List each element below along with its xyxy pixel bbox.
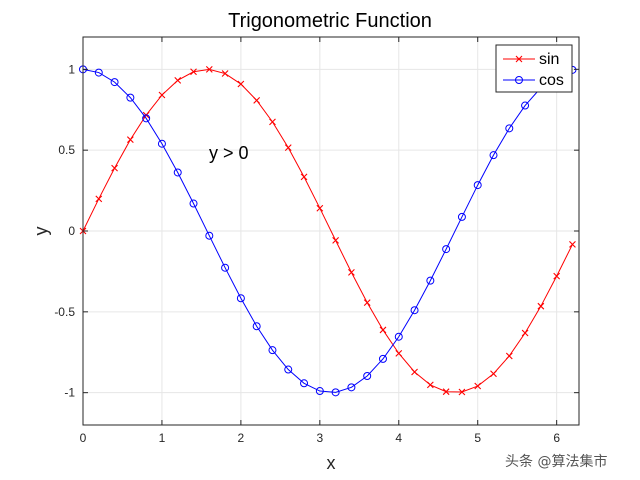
data-point-cos: [221, 263, 230, 272]
data-point-sin: [569, 241, 576, 248]
data-point-sin: [284, 144, 292, 151]
legend-marker-sin: [515, 55, 523, 63]
data-point-sin: [442, 388, 450, 396]
data-point-cos: [457, 212, 466, 221]
x-tick-label: 2: [238, 431, 245, 445]
series-line-cos: [82, 68, 573, 393]
data-point-sin: [269, 118, 276, 126]
data-point-sin: [300, 173, 308, 181]
data-point-sin: [537, 302, 545, 310]
data-point-sin: [348, 268, 355, 276]
data-point-sin: [553, 272, 561, 280]
legend-label-cos: cos: [539, 72, 564, 89]
x-tick-label: 1: [159, 431, 166, 445]
data-point-cos: [142, 114, 151, 123]
data-point-cos: [473, 181, 482, 190]
data-point-sin: [95, 195, 103, 203]
data-point-cos: [189, 199, 198, 208]
data-point-cos: [331, 388, 340, 397]
annotation-text: y > 0: [209, 143, 249, 163]
data-point-sin: [474, 382, 482, 390]
y-tick-label: 0.5: [58, 143, 75, 157]
data-point-cos: [300, 379, 309, 388]
data-point-sin: [505, 352, 513, 360]
y-axis-label: y: [31, 227, 51, 236]
data-point-sin: [426, 381, 434, 389]
data-point-cos: [110, 78, 119, 87]
legend-box: [495, 44, 573, 93]
legend-entry-sin: sin: [503, 51, 559, 68]
data-point-cos: [173, 168, 182, 177]
data-point-cos: [315, 387, 324, 396]
data-point-cos: [236, 294, 245, 303]
x-axis-label: x: [327, 453, 336, 473]
data-point-cos: [126, 93, 135, 102]
x-tick-label: 3: [316, 431, 323, 445]
data-point-cos: [284, 365, 293, 374]
legend-entry-cos: cos: [503, 72, 564, 89]
data-point-cos: [521, 101, 530, 110]
data-point-cos: [426, 276, 435, 285]
data-point-sin: [253, 96, 261, 104]
data-point-sin: [221, 70, 229, 77]
data-point-sin: [111, 164, 118, 172]
data-point-sin: [126, 136, 134, 144]
y-tick-label: -1: [64, 386, 75, 400]
data-point-sin: [174, 76, 182, 84]
data-point-cos: [252, 322, 261, 331]
data-point-sin: [363, 299, 371, 307]
ticks: 0 1 2 3 4 5 6 -1 -0.5 0 0.5 1: [54, 37, 579, 445]
watermark-text: 头条 @算法集市: [505, 453, 607, 470]
chart-title: Trigonometric Function: [228, 10, 432, 32]
x-tick-label: 4: [395, 431, 402, 445]
data-point-sin: [458, 388, 466, 396]
data-point-cos: [157, 139, 166, 148]
data-point-sin: [316, 204, 324, 212]
data-point-cos: [363, 372, 372, 381]
data-point-cos: [489, 151, 498, 160]
legend: sin cos: [495, 44, 573, 93]
y-tick-label: 1: [68, 62, 75, 76]
data-point-sin: [411, 368, 418, 376]
x-tick-label: 6: [553, 431, 560, 445]
data-point-sin: [332, 236, 340, 244]
data-point-cos: [505, 124, 514, 133]
x-tick-label: 5: [474, 431, 481, 445]
plot-area: 0 1 2 3 4 5 6 -1 -0.5 0 0.5 1 y > 0: [54, 36, 580, 445]
data-point-cos: [94, 68, 103, 77]
legend-marker-cos: [515, 76, 523, 84]
data-point-cos: [268, 346, 277, 355]
x-tick-label: 0: [80, 431, 87, 445]
data-point-cos: [378, 354, 387, 363]
legend-label-sin: sin: [539, 51, 559, 68]
data-point-cos: [205, 231, 214, 240]
series-sin: [79, 65, 576, 396]
y-tick-label: 0: [68, 224, 75, 238]
data-point-sin: [190, 68, 197, 76]
data-point-sin: [205, 65, 213, 73]
data-point-sin: [237, 80, 245, 88]
data-point-sin: [395, 349, 403, 357]
data-point-sin: [490, 370, 497, 378]
y-tick-label: -0.5: [54, 305, 75, 319]
data-point-cos: [394, 332, 403, 341]
data-point-sin: [158, 91, 166, 99]
data-point-sin: [521, 329, 529, 337]
data-point-cos: [347, 383, 356, 392]
data-point-sin: [379, 326, 387, 334]
data-point-cos: [442, 245, 451, 254]
data-point-cos: [410, 306, 419, 315]
